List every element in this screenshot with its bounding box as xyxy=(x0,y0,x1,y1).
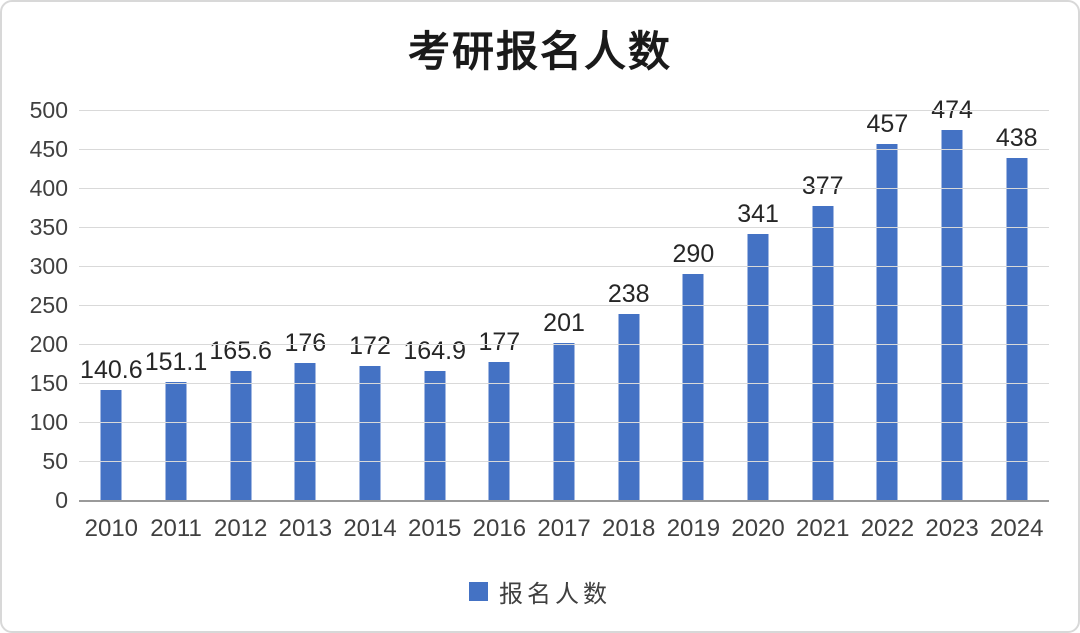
bar-2017 xyxy=(553,343,575,500)
x-axis-line xyxy=(79,500,1049,502)
legend: 报名人数 xyxy=(2,574,1078,609)
bar-value-label: 377 xyxy=(801,171,844,200)
bar-slot: 341 xyxy=(726,110,791,500)
bars-row: 140.6 151.1 165.6 176 172 164.9 177 201 238 290 34… xyxy=(79,97,1049,500)
bar-2010 xyxy=(100,390,122,500)
bar-2022 xyxy=(876,143,898,500)
bar-2013 xyxy=(294,362,316,500)
bar-2019 xyxy=(682,273,704,500)
bar-value-label: 165.6 xyxy=(209,336,272,365)
bar-value-label: 164.9 xyxy=(403,337,466,366)
x-tick-label: 2018 xyxy=(602,515,656,542)
bar-2024 xyxy=(1006,158,1028,500)
bar-slot: 140.6 xyxy=(79,110,144,500)
bar-value-label: 176 xyxy=(284,328,327,357)
bar-slot: 457 xyxy=(855,110,920,500)
gridline xyxy=(79,188,1049,189)
bar-slot: 165.6 xyxy=(208,110,273,500)
gridline xyxy=(79,305,1049,306)
bar-slot: 151.1 xyxy=(144,110,209,500)
y-tick-label: 100 xyxy=(29,409,68,435)
y-tick-label: 200 xyxy=(29,331,68,357)
gridline xyxy=(79,149,1049,150)
bar-2015 xyxy=(424,371,446,500)
y-tick-label: 0 xyxy=(55,487,68,513)
x-tick-label: 2013 xyxy=(278,515,333,542)
x-tick-label: 2010 xyxy=(84,515,139,542)
bar-2018 xyxy=(618,314,640,500)
bar-value-label: 140.6 xyxy=(80,356,143,385)
bar-value-label: 438 xyxy=(995,124,1038,153)
bar-slot: 177 xyxy=(467,110,532,500)
bar-2011 xyxy=(165,382,187,500)
x-tick-label: 2017 xyxy=(537,515,591,542)
bar-slot: 164.9 xyxy=(402,110,467,500)
bar-slot: 290 xyxy=(661,110,726,500)
gridline xyxy=(79,227,1049,228)
gridline xyxy=(79,383,1049,384)
gridline xyxy=(79,344,1049,345)
y-axis-labels: 0 50 100 150 200 250 300 350 400 450 500 xyxy=(2,97,68,513)
legend-label: 报名人数 xyxy=(499,581,611,608)
x-tick-label: 2024 xyxy=(990,515,1044,542)
y-tick-label: 350 xyxy=(29,214,68,240)
x-tick-label: 2011 xyxy=(150,515,202,542)
y-tick-label: 250 xyxy=(29,292,68,318)
bar-slot: 201 xyxy=(532,110,597,500)
bar-value-label: 290 xyxy=(672,239,715,268)
chart-title: 考研报名人数 xyxy=(407,27,672,76)
x-tick-label: 2016 xyxy=(472,515,527,542)
y-tick-label: 50 xyxy=(42,448,68,474)
bar-2016 xyxy=(488,361,510,500)
bar-slot: 377 xyxy=(790,110,855,500)
bar-value-label: 151.1 xyxy=(144,348,208,377)
bar-slot: 172 xyxy=(338,110,403,500)
x-tick-label: 2015 xyxy=(408,515,462,542)
y-tick-label: 150 xyxy=(29,370,68,396)
bar-slot: 238 xyxy=(596,110,661,500)
bar-slot: 176 xyxy=(273,110,338,500)
gridline xyxy=(79,266,1049,267)
gridline xyxy=(79,422,1049,423)
bar-value-label: 201 xyxy=(543,309,585,338)
x-tick-label: 2021 xyxy=(796,515,850,542)
bar-2020 xyxy=(747,234,769,500)
x-axis-labels: 2010 2011 2012 2013 2014 2015 2016 2017 2018 2019… xyxy=(79,514,1049,544)
bar-value-label: 177 xyxy=(478,327,521,356)
bar-2014 xyxy=(359,365,381,500)
bar-value-label: 457 xyxy=(866,109,909,138)
x-tick-label: 2022 xyxy=(860,515,915,542)
y-tick-label: 450 xyxy=(29,136,68,162)
bar-2012 xyxy=(230,370,252,500)
x-tick-label: 2014 xyxy=(343,515,397,542)
gridline xyxy=(79,461,1049,462)
bar-2023 xyxy=(941,130,963,500)
gridline xyxy=(79,110,1049,111)
y-tick-label: 400 xyxy=(29,175,68,201)
x-tick-label: 2020 xyxy=(731,515,785,542)
plot-area: 140.6 151.1 165.6 176 172 164.9 177 201 238 290 34… xyxy=(79,97,1049,502)
bar-value-label: 341 xyxy=(737,200,779,229)
x-tick-label: 2019 xyxy=(666,515,721,542)
bar-2021 xyxy=(812,205,834,500)
x-tick-label: 2023 xyxy=(925,515,979,542)
bar-slot: 438 xyxy=(984,110,1049,500)
legend-swatch-icon xyxy=(469,582,488,601)
y-tick-label: 500 xyxy=(29,97,68,123)
bar-value-label: 238 xyxy=(607,280,650,309)
x-tick-label: 2012 xyxy=(213,515,268,542)
bar-value-label: 172 xyxy=(349,331,391,360)
y-tick-label: 300 xyxy=(29,253,68,279)
